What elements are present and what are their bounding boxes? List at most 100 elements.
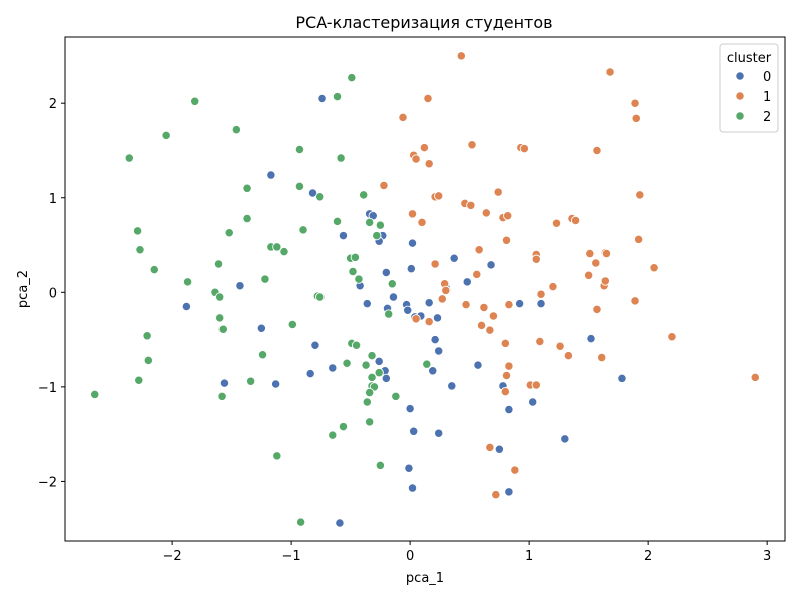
point-cluster-1 [630,98,640,108]
point-cluster-0 [374,356,384,366]
point-cluster-0 [338,230,349,241]
x-tick-label: 0 [406,549,414,564]
y-tick-label: 0 [49,286,57,301]
point-cluster-1 [591,258,601,268]
point-cluster-1 [555,341,565,351]
point-cluster-1 [501,370,512,381]
y-axis: −2 −1 0 1 2 [38,97,65,490]
point-cluster-2 [215,313,225,323]
legend-marker [735,91,745,101]
point-cluster-0 [486,260,496,270]
point-cluster-2 [332,216,343,227]
point-cluster-0 [447,381,457,391]
legend-label: 2 [763,110,771,125]
point-cluster-2 [315,292,325,302]
point-cluster-2 [213,259,224,269]
point-cluster-1 [649,263,659,273]
point-cluster-2 [348,266,358,277]
point-cluster-0 [181,301,192,312]
point-cluster-2 [217,391,227,401]
point-cluster-1 [531,380,541,390]
y-tick-label: 1 [49,192,57,207]
point-cluster-1 [570,215,581,226]
point-cluster-1 [504,361,514,371]
point-cluster-2 [215,292,225,302]
point-cluster-1 [503,211,513,221]
point-cluster-1 [488,311,499,321]
point-cluster-0 [266,170,276,180]
legend-title: cluster [727,51,772,66]
point-cluster-1 [379,180,389,191]
point-cluster-0 [270,379,281,389]
point-cluster-0 [586,333,596,344]
point-cluster-1 [592,304,602,314]
legend-entries: 0 1 2 [735,70,771,125]
point-cluster-1 [600,276,610,286]
point-cluster-2 [361,360,371,370]
point-cluster-0 [406,264,416,274]
point-cluster-2 [362,397,372,407]
point-cluster-1 [461,299,471,310]
x-axis: −2 −1 0 1 2 3 [163,541,771,564]
point-cluster-1 [493,187,503,197]
point-cluster-0 [432,313,443,323]
point-cluster-1 [417,217,427,227]
point-cluster-1 [434,191,444,201]
point-cluster-2 [294,144,305,155]
x-tick-label: −2 [163,549,182,564]
point-cluster-1 [441,285,451,296]
point-cluster-2 [295,517,306,527]
point-cluster-0 [536,299,546,309]
point-cluster-2 [135,245,145,255]
point-cluster-0 [335,518,345,528]
point-cluster-1 [411,154,421,164]
point-cluster-1 [466,200,476,210]
point-cluster-0 [434,428,444,438]
point-cluster-2 [372,230,382,241]
point-cluster-1 [531,254,541,264]
point-cluster-2 [149,264,159,275]
point-cluster-0 [504,404,514,415]
point-cluster-0 [219,378,230,388]
point-cluster-2 [338,421,349,432]
point-cluster-2 [422,359,432,369]
point-cluster-2 [134,375,144,385]
point-cluster-2 [298,225,308,235]
point-cluster-2 [161,130,171,140]
point-cluster-2 [354,274,364,284]
legend: cluster 0 1 2 [719,43,779,133]
point-cluster-2 [279,246,289,257]
point-cluster-2 [218,324,228,334]
point-cluster-2 [231,125,242,135]
point-cluster-1 [633,234,644,245]
point-cluster-0 [528,397,538,407]
point-cluster-2 [182,277,193,287]
point-cluster-1 [667,332,677,342]
point-cluster-1 [510,465,520,475]
point-cluster-2 [242,213,252,224]
point-cluster-0 [381,373,391,384]
point-cluster-1 [424,316,434,327]
point-cluster-2 [365,217,375,227]
point-cluster-2 [332,91,343,102]
point-cluster-0 [494,444,505,454]
x-tick-label: −1 [282,549,301,564]
point-cluster-1 [501,235,512,245]
y-tick-label: −1 [38,381,57,396]
point-cluster-1 [592,145,602,156]
point-cluster-1 [479,302,489,313]
point-cluster-0 [407,238,418,248]
point-cluster-2 [90,389,100,400]
point-cluster-0 [430,334,440,345]
point-cluster-2 [336,153,346,163]
point-cluster-0 [449,253,459,263]
point-cluster-1 [407,209,418,219]
legend-marker [735,111,745,121]
point-cluster-1 [551,218,562,228]
point-cluster-1 [519,143,530,154]
point-cluster-2 [190,96,200,106]
point-cluster-2 [350,252,361,262]
point-cluster-2 [367,372,377,383]
point-cluster-2 [374,368,384,378]
